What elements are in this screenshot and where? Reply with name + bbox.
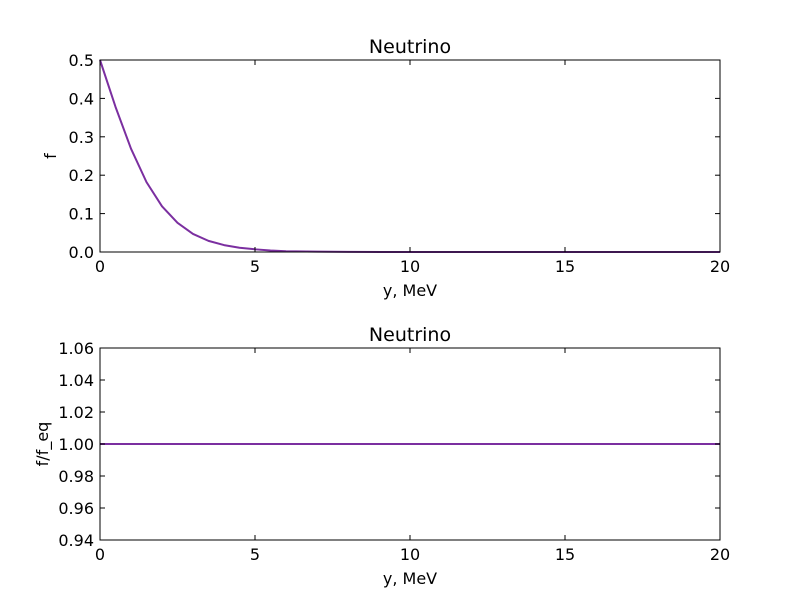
y-tick-label: 0.1 [69, 205, 94, 224]
y-tick-label: 1.00 [58, 435, 94, 454]
x-tick-label: 15 [555, 257, 575, 276]
y-tick-label: 0.4 [69, 89, 94, 108]
x-axis-label: y, MeV [383, 569, 437, 588]
x-tick-label: 10 [400, 257, 420, 276]
y-tick-label: 1.02 [58, 403, 94, 422]
x-tick-label: 20 [710, 545, 730, 564]
y-tick-label: 0.2 [69, 166, 94, 185]
y-tick-label: 0.0 [69, 243, 94, 262]
y-tick-label: 0.94 [58, 531, 94, 550]
y-axis-label: f/f_eq [33, 422, 53, 467]
y-tick-label: 0.5 [69, 51, 94, 70]
y-tick-label: 1.06 [58, 339, 94, 358]
x-tick-label: 5 [250, 257, 260, 276]
plot-frame [99, 59, 721, 253]
y-tick-label: 0.3 [69, 128, 94, 147]
x-tick-label: 15 [555, 545, 575, 564]
y-tick-label: 0.98 [58, 467, 94, 486]
x-tick-label: 0 [95, 545, 105, 564]
top-chart: 0 5 10 15 20 0.0 0.1 0.2 0.3 0.4 0.5 Neutrino y, MeV… [41, 36, 730, 300]
bottom-chart: 0 5 10 15 20 0.94 0.96 0.98 1.00 1.02 1.04 1.06 Neut… [33, 324, 730, 588]
x-tick-label: 10 [400, 545, 420, 564]
x-tick-label: 0 [95, 257, 105, 276]
x-axis-label: y, MeV [383, 281, 437, 300]
y-axis-label: f [41, 153, 60, 159]
chart-title: Neutrino [369, 324, 451, 346]
x-tick-label: 5 [250, 545, 260, 564]
y-tick-label: 0.96 [58, 499, 94, 518]
chart-title: Neutrino [369, 36, 451, 58]
series-line [99, 59, 720, 253]
x-tick-label: 20 [710, 257, 730, 276]
y-tick-label: 1.04 [58, 371, 94, 390]
